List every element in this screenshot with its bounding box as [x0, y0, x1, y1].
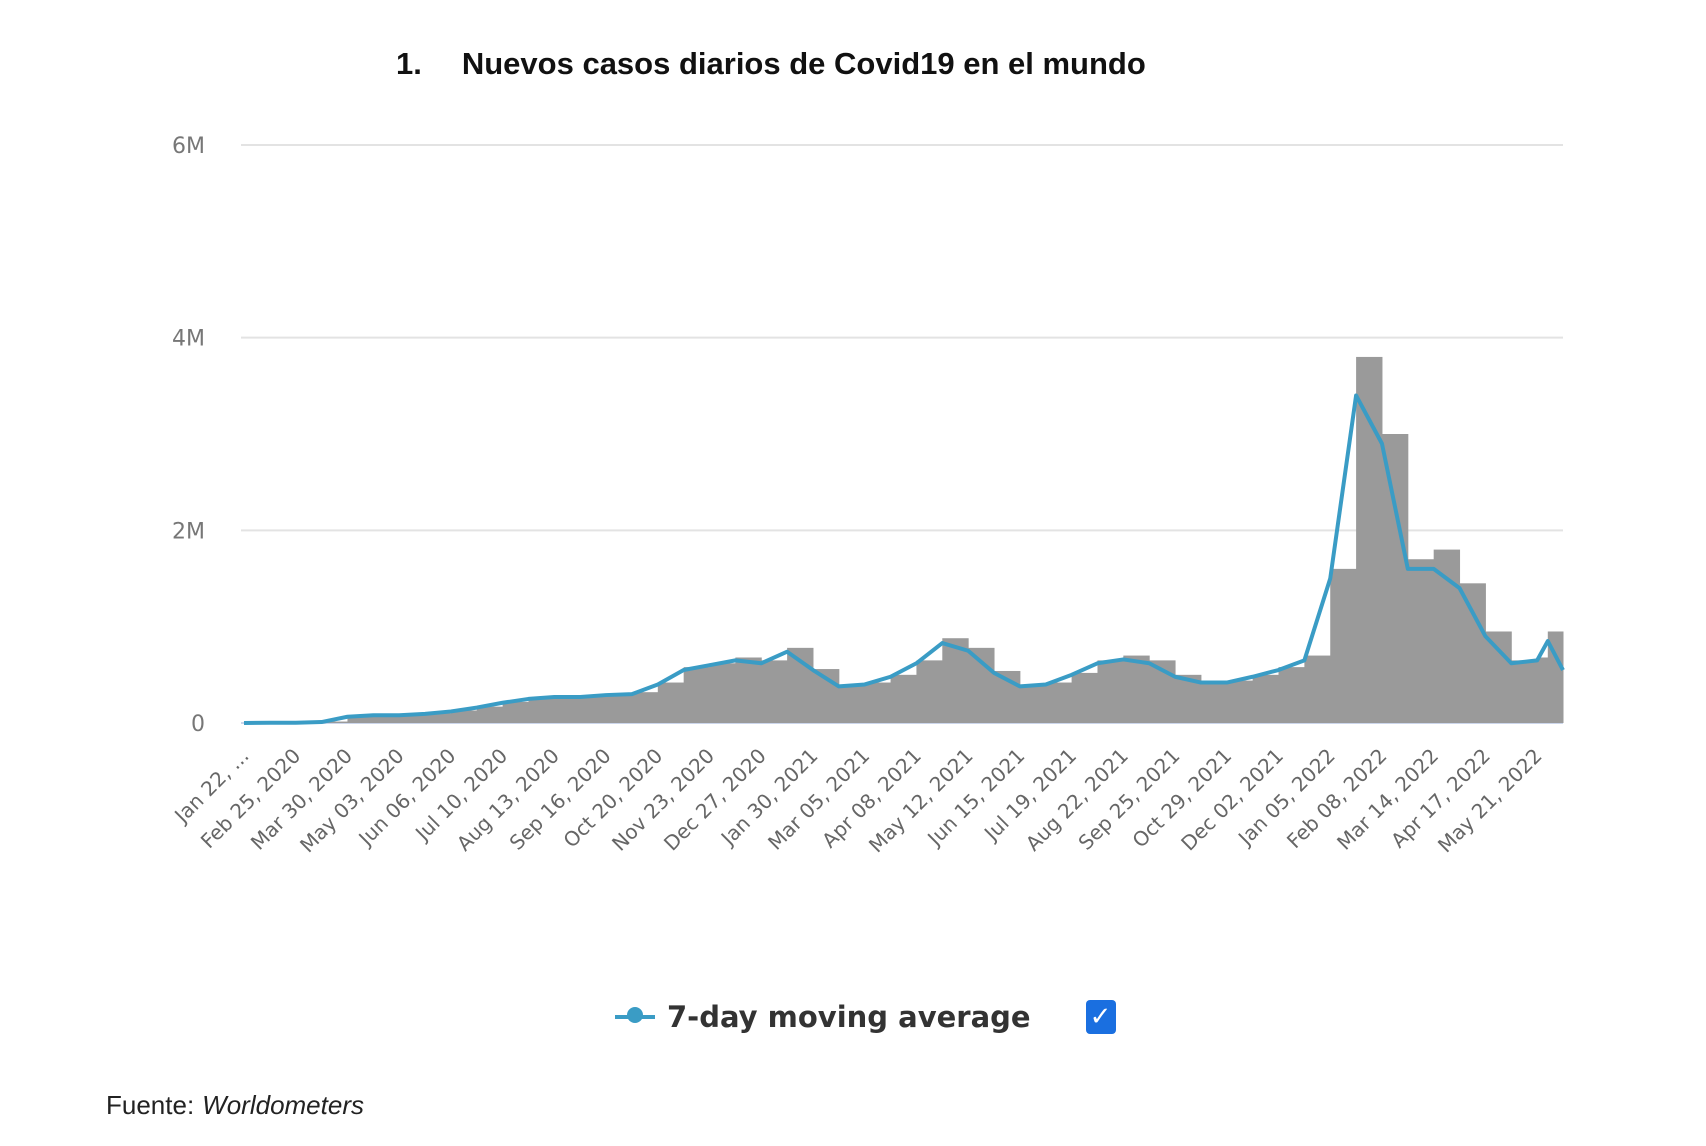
daily-cases-bar: [1123, 655, 1150, 723]
daily-cases-bar: [528, 697, 555, 723]
daily-cases-bar: [1252, 674, 1280, 723]
daily-cases-bar: [1045, 682, 1073, 723]
daily-cases-bar: [1433, 549, 1461, 723]
daily-cases-bar: [1330, 568, 1357, 723]
daily-cases-bar: [554, 696, 581, 723]
daily-cases-bar: [1071, 672, 1098, 723]
daily-cases-bar: [1511, 660, 1538, 723]
daily-cases-bar: [709, 663, 736, 723]
daily-cases-bar: [1304, 655, 1331, 723]
daily-cases-bar: [1459, 583, 1486, 723]
daily-cases-bar: [606, 694, 633, 723]
daily-cases-bar: [425, 713, 452, 723]
daily-cases-bar: [502, 701, 529, 723]
daily-cases-bar: [1356, 356, 1383, 723]
daily-cases-bar: [657, 682, 685, 723]
daily-cases-bar: [1537, 657, 1549, 723]
daily-cases-bar: [631, 692, 659, 723]
daily-cases-bar: [1407, 559, 1435, 723]
y-tick-label: 4M: [172, 327, 205, 352]
source-value: Worldometers: [202, 1090, 364, 1120]
daily-cases-bar: [347, 716, 374, 723]
legend-label: 7-day moving average: [667, 1000, 1031, 1034]
daily-cases-bar: [1097, 660, 1124, 723]
y-axis-ticks: 0 2M 4M 6M: [172, 134, 205, 737]
source-note: Fuente: Worldometers: [106, 1090, 364, 1121]
daily-cases-bar: [450, 710, 478, 723]
daily-cases-bar: [968, 647, 995, 723]
chart-title-text: Nuevos casos diarios de Covid19 en el mu…: [461, 46, 1146, 81]
daily-cases-bar: [838, 684, 866, 723]
legend-line-marker-icon: [615, 1007, 655, 1023]
daily-cases-bar: [916, 660, 943, 723]
y-tick-label: 0: [191, 712, 205, 737]
chart-title-number: 1.: [396, 46, 422, 81]
legend[interactable]: 7-day moving average ✓: [615, 1000, 1116, 1034]
y-tick-label: 6M: [172, 134, 205, 159]
daily-cases-bar: [735, 657, 762, 723]
daily-cases-bar: [942, 638, 969, 723]
daily-cases-bar: [1019, 684, 1047, 723]
moving-average-line: [243, 393, 1565, 725]
daily-cases-bar: [1485, 631, 1512, 723]
daily-cases-bar: [864, 682, 892, 723]
legend-checkbox[interactable]: ✓: [1085, 1000, 1116, 1034]
source-label: Fuente:: [106, 1090, 195, 1120]
daily-cases-bar: [476, 706, 504, 723]
daily-cases-bar: [890, 674, 917, 723]
daily-cases-bar: [683, 667, 711, 723]
daily-cases-bar: [321, 721, 348, 723]
y-tick-label: 2M: [172, 519, 205, 544]
daily-cases-bar: [1381, 434, 1409, 723]
daily-cases-bar: [1200, 680, 1228, 723]
chart-title: 1. Nuevos casos diarios de Covid19 en el …: [396, 46, 1146, 82]
daily-cases-bars: [269, 356, 1564, 723]
daily-cases-bar: [1226, 680, 1254, 723]
daily-cases-bar: [399, 714, 426, 723]
moving-average-series: [243, 393, 1565, 725]
daily-cases-bar: [761, 660, 788, 723]
daily-cases-bar: [580, 696, 607, 723]
daily-cases-bar: [373, 714, 400, 723]
daily-cases-bar: [1278, 667, 1305, 723]
daily-cases-bar: [1547, 631, 1564, 723]
